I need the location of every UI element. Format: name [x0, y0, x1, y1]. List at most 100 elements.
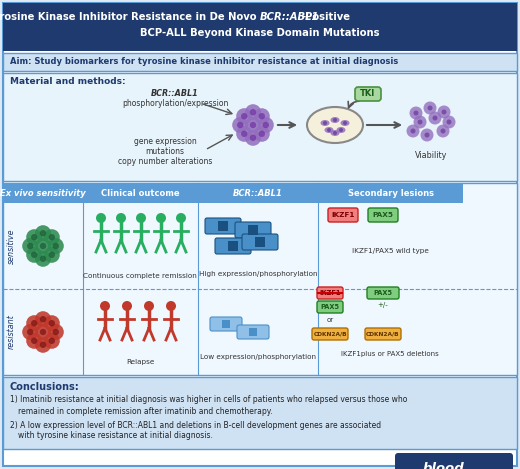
Circle shape	[156, 213, 166, 223]
Circle shape	[407, 124, 420, 137]
Text: Conclusions:: Conclusions:	[10, 382, 80, 392]
FancyBboxPatch shape	[368, 208, 398, 222]
Bar	[198, 183, 318, 203]
Bar	[249, 328, 257, 336]
Text: Relapse: Relapse	[126, 359, 154, 365]
Text: PAX5: PAX5	[373, 290, 393, 296]
Text: remained in complete remission after imatinib and chemotherapy.: remained in complete remission after ima…	[18, 407, 272, 416]
Circle shape	[423, 101, 436, 114]
Bar	[3, 183, 83, 203]
Circle shape	[447, 120, 451, 124]
Text: CDKN2A/B: CDKN2A/B	[313, 332, 347, 336]
Circle shape	[144, 301, 154, 311]
Text: PAX5: PAX5	[320, 304, 340, 310]
Text: 1) Imatinib resistance at initial diagnosis was higher in cells of patients who : 1) Imatinib resistance at initial diagno…	[10, 395, 407, 404]
Circle shape	[26, 229, 42, 245]
Circle shape	[250, 122, 256, 128]
Circle shape	[48, 324, 64, 340]
Circle shape	[241, 130, 248, 137]
Circle shape	[40, 341, 46, 348]
Text: Viability: Viability	[415, 151, 447, 159]
Circle shape	[410, 129, 415, 134]
Circle shape	[53, 329, 59, 335]
Circle shape	[31, 251, 37, 258]
Circle shape	[48, 234, 55, 241]
FancyBboxPatch shape	[355, 87, 381, 101]
FancyBboxPatch shape	[312, 328, 348, 340]
Text: mutations: mutations	[146, 146, 185, 156]
Circle shape	[413, 111, 419, 115]
Circle shape	[241, 113, 248, 120]
Circle shape	[433, 115, 437, 121]
Circle shape	[250, 135, 256, 141]
Ellipse shape	[331, 117, 340, 123]
Ellipse shape	[324, 127, 333, 133]
Text: copy number alterations: copy number alterations	[118, 157, 212, 166]
Circle shape	[26, 315, 42, 331]
Text: Continuous complete remission: Continuous complete remission	[83, 273, 197, 279]
Circle shape	[40, 243, 46, 249]
Ellipse shape	[331, 130, 340, 136]
Text: Secondary lesions: Secondary lesions	[347, 189, 434, 197]
Text: BCR::ABL1: BCR::ABL1	[260, 12, 319, 22]
Circle shape	[413, 115, 426, 129]
FancyBboxPatch shape	[317, 301, 343, 313]
Circle shape	[428, 112, 441, 124]
Ellipse shape	[320, 120, 330, 126]
FancyBboxPatch shape	[237, 325, 269, 339]
Circle shape	[35, 225, 51, 241]
Text: Tyrosine Kinase Inhibitor Resistance in De Novo: Tyrosine Kinase Inhibitor Resistance in …	[0, 12, 260, 22]
Circle shape	[27, 329, 33, 335]
FancyBboxPatch shape	[365, 328, 401, 340]
Text: BCP-ALL Beyond Kinase Domain Mutations: BCP-ALL Beyond Kinase Domain Mutations	[140, 28, 380, 38]
FancyBboxPatch shape	[242, 234, 278, 250]
Circle shape	[31, 338, 37, 344]
Text: IKZF1/PAX5 wild type: IKZF1/PAX5 wild type	[352, 248, 428, 254]
Bar	[228, 241, 238, 251]
Circle shape	[254, 126, 270, 142]
Text: sensitive: sensitive	[6, 228, 16, 264]
Bar	[3, 53, 517, 71]
Text: phosphorylation/expression: phosphorylation/expression	[122, 99, 228, 108]
Circle shape	[44, 333, 60, 349]
Circle shape	[35, 324, 51, 340]
Circle shape	[258, 130, 265, 137]
FancyBboxPatch shape	[205, 218, 241, 234]
Circle shape	[258, 117, 274, 133]
Circle shape	[166, 301, 176, 311]
Circle shape	[245, 117, 261, 133]
Circle shape	[250, 109, 256, 115]
Bar	[248, 225, 258, 235]
Circle shape	[48, 338, 55, 344]
Ellipse shape	[336, 127, 345, 133]
Circle shape	[44, 315, 60, 331]
Circle shape	[436, 124, 449, 137]
Circle shape	[236, 108, 252, 124]
Bar	[3, 73, 517, 181]
Circle shape	[343, 121, 347, 125]
Circle shape	[333, 131, 337, 135]
Circle shape	[236, 126, 252, 142]
Circle shape	[40, 256, 46, 262]
Text: PAX5: PAX5	[372, 212, 394, 218]
Circle shape	[418, 120, 422, 124]
Circle shape	[26, 333, 42, 349]
Circle shape	[22, 324, 38, 340]
Text: Clinical outcome: Clinical outcome	[101, 189, 180, 197]
Ellipse shape	[341, 120, 349, 126]
Circle shape	[245, 104, 261, 120]
Circle shape	[96, 213, 106, 223]
Text: Aim: Study biomarkers for tyrosine kinase inhibitor resistance at initial diagno: Aim: Study biomarkers for tyrosine kinas…	[10, 58, 398, 67]
Circle shape	[44, 247, 60, 263]
Circle shape	[427, 106, 433, 111]
Circle shape	[176, 213, 186, 223]
Circle shape	[48, 251, 55, 258]
Text: TKI: TKI	[360, 90, 375, 98]
Circle shape	[410, 106, 422, 120]
Circle shape	[441, 109, 447, 114]
Circle shape	[40, 329, 46, 335]
Circle shape	[31, 320, 37, 326]
Text: gene expression: gene expression	[134, 136, 197, 145]
Bar	[83, 183, 198, 203]
Circle shape	[323, 121, 327, 125]
